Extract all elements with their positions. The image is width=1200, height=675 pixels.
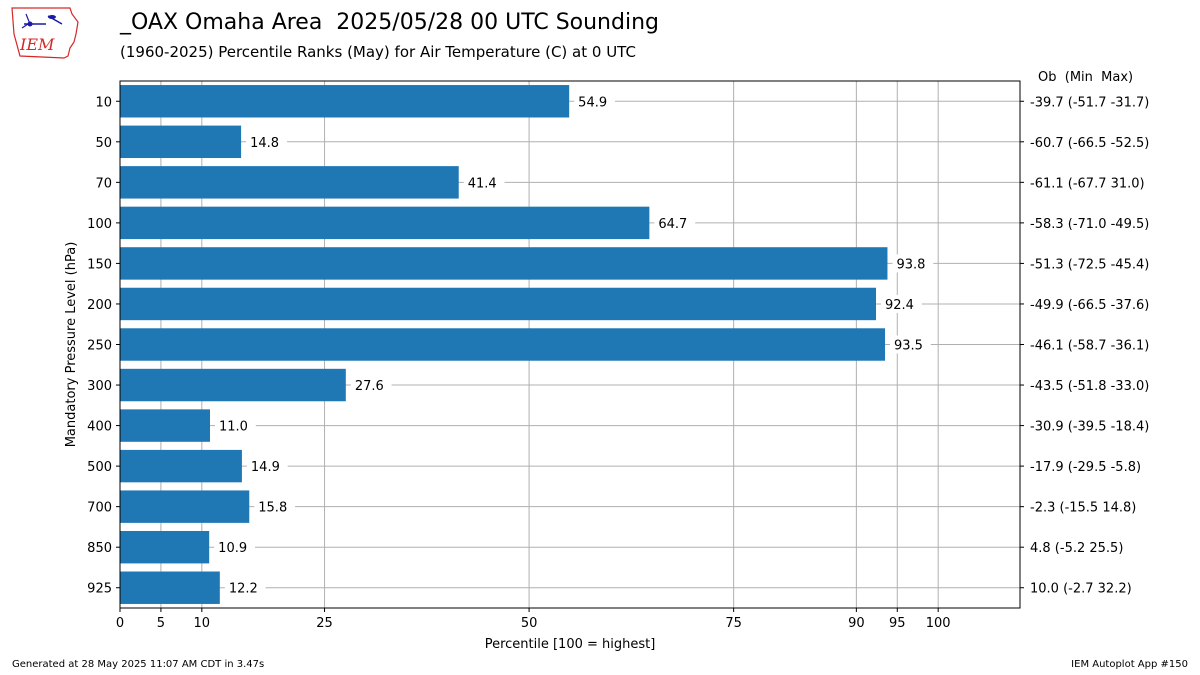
value-label-bg bbox=[254, 497, 296, 516]
value-label: 93.8 bbox=[896, 257, 925, 272]
y-tick-label: 100 bbox=[87, 217, 112, 232]
y-tick-label: 500 bbox=[87, 460, 112, 475]
x-tick-label: 5 bbox=[157, 616, 165, 631]
x-tick-label: 25 bbox=[316, 616, 333, 631]
bar-10 bbox=[120, 85, 570, 118]
x-tick-label: 75 bbox=[725, 616, 742, 631]
x-tick-label: 95 bbox=[889, 616, 906, 631]
bar-850 bbox=[120, 530, 210, 564]
bar-500 bbox=[120, 449, 242, 483]
value-label-bg bbox=[892, 254, 934, 273]
right-label: -60.7 (-66.5 -52.5) bbox=[1030, 136, 1149, 151]
app-id-note: IEM Autoplot App #150 bbox=[1071, 659, 1188, 670]
value-label: 54.9 bbox=[578, 95, 607, 110]
right-label: 4.8 (-5.2 25.5) bbox=[1030, 541, 1123, 556]
value-label-bg bbox=[350, 376, 392, 395]
y-tick-label: 400 bbox=[87, 420, 112, 435]
right-label: -39.7 (-51.7 -31.7) bbox=[1030, 95, 1149, 110]
right-column-header: Ob (Min Max) bbox=[1038, 70, 1133, 85]
y-tick-label: 50 bbox=[95, 136, 112, 151]
right-label: -2.3 (-15.5 14.8) bbox=[1030, 501, 1136, 516]
bar-250 bbox=[120, 328, 885, 361]
value-label: 15.8 bbox=[258, 501, 287, 516]
value-label-bg bbox=[463, 173, 505, 192]
x-tick-label: 50 bbox=[521, 616, 538, 631]
value-label: 41.4 bbox=[468, 176, 497, 191]
logo-text: IEM bbox=[19, 35, 55, 54]
value-label: 14.8 bbox=[250, 136, 279, 151]
y-tick-label: 250 bbox=[87, 339, 112, 354]
right-label: -43.5 (-51.8 -33.0) bbox=[1030, 379, 1149, 394]
value-label-bg bbox=[574, 92, 615, 111]
y-tick-label: 925 bbox=[87, 582, 112, 597]
right-label: -51.3 (-72.5 -45.4) bbox=[1030, 257, 1149, 272]
value-label-bg bbox=[224, 578, 266, 597]
bar-100 bbox=[120, 206, 650, 240]
bar-150 bbox=[120, 247, 888, 280]
bar-400 bbox=[120, 409, 210, 442]
value-label: 27.6 bbox=[355, 379, 384, 394]
value-label-bg bbox=[215, 416, 256, 435]
right-label: -61.1 (-67.7 31.0) bbox=[1030, 176, 1145, 191]
value-label: 93.5 bbox=[894, 339, 923, 354]
right-label: -49.9 (-66.5 -37.6) bbox=[1030, 298, 1149, 313]
value-label: 11.0 bbox=[219, 420, 248, 435]
x-tick-label: 100 bbox=[926, 616, 951, 631]
y-tick-label: 10 bbox=[95, 95, 112, 110]
value-label-bg bbox=[246, 457, 288, 476]
value-label: 14.9 bbox=[251, 460, 280, 475]
x-tick-label: 0 bbox=[116, 616, 124, 631]
x-tick-label: 10 bbox=[194, 616, 211, 631]
value-label-bg bbox=[890, 335, 931, 354]
right-label: -30.9 (-39.5 -18.4) bbox=[1030, 420, 1149, 435]
value-label: 12.2 bbox=[229, 582, 258, 597]
value-label-bg bbox=[246, 132, 287, 151]
bar-300 bbox=[120, 368, 346, 402]
bar-925 bbox=[120, 571, 220, 604]
right-label: -46.1 (-58.7 -36.1) bbox=[1030, 339, 1149, 354]
chart-title: _OAX Omaha Area 2025/05/28 00 UTC Soundi… bbox=[120, 10, 659, 35]
y-tick-label: 850 bbox=[87, 541, 112, 556]
right-label: -17.9 (-29.5 -5.8) bbox=[1030, 460, 1141, 475]
y-tick-label: 200 bbox=[87, 298, 112, 313]
value-label: 92.4 bbox=[885, 298, 914, 313]
right-label: -58.3 (-71.0 -49.5) bbox=[1030, 217, 1149, 232]
y-tick-label: 70 bbox=[95, 176, 112, 191]
value-label: 64.7 bbox=[658, 217, 687, 232]
iem-logo: IEM bbox=[11, 7, 79, 59]
y-axis-label: Mandatory Pressure Level (hPa) bbox=[64, 242, 79, 448]
right-label: 10.0 (-2.7 32.2) bbox=[1030, 582, 1132, 597]
y-tick-label: 700 bbox=[87, 501, 112, 516]
x-tick-label: 90 bbox=[848, 616, 865, 631]
y-tick-label: 150 bbox=[87, 257, 112, 272]
generated-note: Generated at 28 May 2025 11:07 AM CDT in… bbox=[12, 659, 265, 670]
x-axis-label: Percentile [100 = highest] bbox=[485, 637, 656, 652]
value-label-bg bbox=[654, 213, 696, 232]
chart-subtitle: (1960-2025) Percentile Ranks (May) for A… bbox=[120, 43, 636, 61]
value-label-bg bbox=[881, 294, 922, 313]
bar-50 bbox=[120, 125, 242, 159]
value-label: 10.9 bbox=[218, 541, 247, 556]
bar-200 bbox=[120, 287, 876, 321]
value-label-bg bbox=[214, 538, 255, 557]
bar-70 bbox=[120, 166, 459, 199]
bar-700 bbox=[120, 490, 250, 523]
y-tick-label: 300 bbox=[87, 379, 112, 394]
